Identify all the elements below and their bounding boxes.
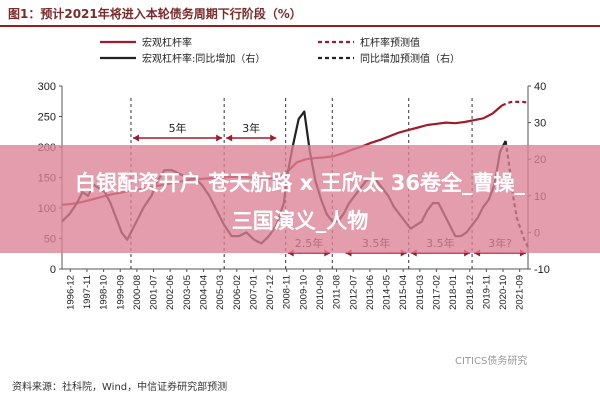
x-tick-label: 2013-06 [365,275,376,310]
x-tick-label: 2000-08 [132,275,143,310]
x-tick-label: 1999-09 [115,275,126,310]
right-tick-label: -10 [534,264,550,276]
period-arrow-head-left [226,134,233,142]
period-arrow-head-right [216,134,223,142]
legend-label: 宏观杠杆率:同比增加（右） [142,52,265,65]
x-tick-label: 2018-12 [465,275,476,310]
x-tick-label: 2014-05 [382,275,393,310]
right-tick-label: 30 [534,118,546,130]
legend-label: 宏观杠杆率 [142,36,192,49]
period-arrow-head-right [270,134,277,142]
x-tick-label: 2007-01 [248,275,259,310]
x-tick-label: 2017-02 [431,275,442,310]
period-label: 3年 [242,121,260,135]
x-tick-label: 2005-03 [215,275,226,310]
x-tick-label: 2006-02 [232,275,243,310]
x-tick-label: 2004-04 [198,275,209,310]
left-tick-label: 0 [50,264,56,276]
x-tick-label: 2009-10 [298,275,309,310]
x-tick-label: 1996-12 [65,275,76,310]
x-tick-label: 2007-12 [265,275,276,310]
figure-title-bar: 图1：预计2021年将进入本轮债务周期下行阶段（%） [0,0,600,27]
promo-overlay-banner: 白银配资开户 苍天航路 x 王欣太 36卷全_曹操_ 三国演义_人物 [0,145,600,253]
x-tick-label: 2011-08 [332,275,343,309]
overlay-text-line2: 三国演义_人物 [231,209,369,233]
x-tick-label: 2001-07 [149,275,160,310]
x-tick-label: 2019-11 [481,275,492,309]
left-tick-label: 250 [38,112,56,124]
x-tick-label: 2003-05 [182,275,193,310]
source-note: 资料来源：社科院，Wind，中信证券研究部预测 [12,382,228,393]
x-tick-label: 2020-10 [498,275,509,310]
watermark-text: CITICS债务研究 [455,356,528,367]
legend-label: 杠杆率预测值 [360,36,420,49]
x-tick-label: 2010-09 [315,275,326,310]
x-tick-label: 2015-04 [398,275,409,310]
right-tick-label: 40 [534,81,546,93]
period-label: 5年 [169,121,187,135]
x-tick-label: 2016-03 [415,275,426,310]
x-tick-label: 2018-01 [448,275,459,310]
period-arrow-head-left [132,134,139,142]
x-tick-label: 1997-11 [82,275,93,309]
series-line-2 [501,100,529,107]
x-tick-label: 1998-10 [99,275,110,310]
x-tick-label: 2021-09 [515,275,526,310]
x-tick-label: 2002-06 [165,275,176,310]
legend-label: 同比增加预测值（右） [360,52,460,65]
overlay-text-line1: 白银配资开户 苍天航路 x 王欣太 36卷全_曹操_ [74,171,525,195]
x-tick-label: 2012-07 [348,275,359,310]
title-rule [0,25,600,27]
x-tick-label: 2008-11 [282,275,293,309]
figure-title: 图1：预计2021年将进入本轮债务周期下行阶段（%） [8,7,302,21]
left-tick-label: 300 [38,81,56,93]
